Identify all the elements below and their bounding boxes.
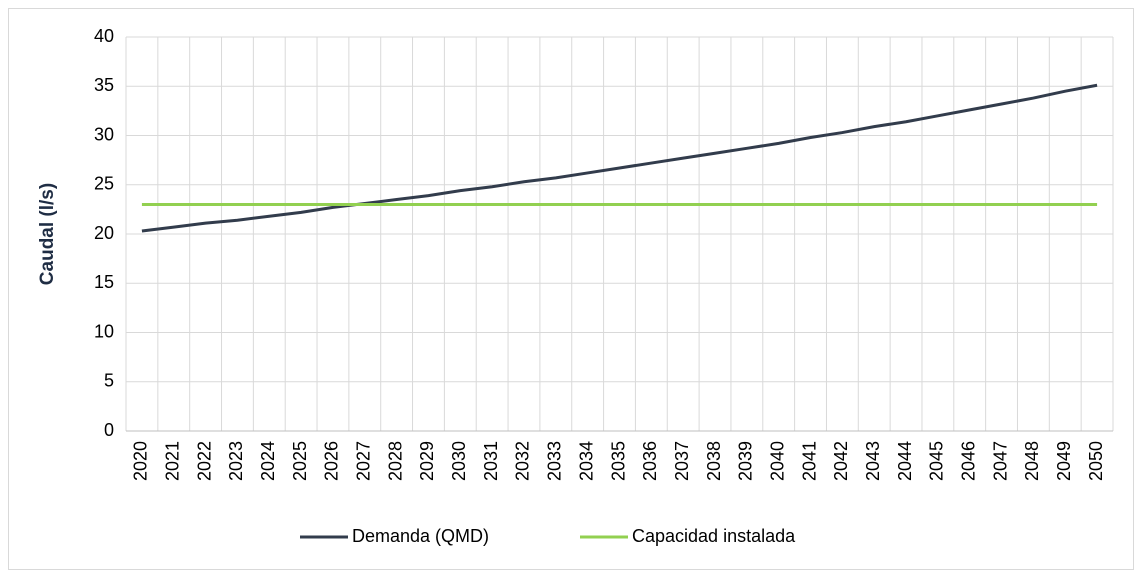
- x-tick-label: 2029: [417, 441, 437, 481]
- y-tick-label: 35: [94, 75, 114, 95]
- x-tick-label: 2045: [927, 441, 947, 481]
- x-tick-label: 2033: [545, 441, 565, 481]
- x-tick-label: 2030: [449, 441, 469, 481]
- x-tick-label: 2050: [1086, 441, 1106, 481]
- x-tick-label: 2034: [576, 441, 596, 481]
- y-tick-label: 0: [104, 420, 114, 440]
- x-tick-label: 2023: [226, 441, 246, 481]
- y-tick-label: 30: [94, 124, 114, 144]
- x-tick-label: 2038: [704, 441, 724, 481]
- legend-label: Capacidad instalada: [632, 526, 796, 546]
- x-tick-label: 2024: [258, 441, 278, 481]
- x-tick-label: 2021: [163, 441, 183, 481]
- x-tick-label: 2044: [895, 441, 915, 481]
- y-tick-label: 10: [94, 321, 114, 341]
- x-tick-label: 2020: [131, 441, 151, 481]
- x-tick-label: 2035: [608, 441, 628, 481]
- y-tick-label: 5: [104, 371, 114, 391]
- y-tick-label: 20: [94, 223, 114, 243]
- x-tick-label: 2043: [863, 441, 883, 481]
- x-tick-label: 2039: [736, 441, 756, 481]
- x-tick-label: 2028: [385, 441, 405, 481]
- legend-label: Demanda (QMD): [352, 526, 489, 546]
- x-tick-label: 2031: [481, 441, 501, 481]
- x-tick-label: 2025: [290, 441, 310, 481]
- x-tick-label: 2040: [767, 441, 787, 481]
- x-tick-label: 2036: [640, 441, 660, 481]
- y-tick-label: 25: [94, 174, 114, 194]
- x-tick-label: 2046: [958, 441, 978, 481]
- x-tick-label: 2047: [990, 441, 1010, 481]
- x-tick-label: 2041: [799, 441, 819, 481]
- x-tick-label: 2037: [672, 441, 692, 481]
- series-line: [141, 83, 1098, 233]
- y-tick-label: 15: [94, 272, 114, 292]
- x-tick-label: 2049: [1054, 441, 1074, 481]
- x-tick-label: 2022: [194, 441, 214, 481]
- x-tick-label: 2027: [354, 441, 374, 481]
- y-tick-label: 40: [94, 26, 114, 46]
- x-tick-label: 2048: [1022, 441, 1042, 481]
- y-axis-title: Caudal (l/s): [37, 183, 58, 285]
- x-tick-label: 2042: [831, 441, 851, 481]
- x-tick-label: 2026: [322, 441, 342, 481]
- chart-border: [8, 8, 1134, 570]
- x-tick-label: 2032: [513, 441, 533, 481]
